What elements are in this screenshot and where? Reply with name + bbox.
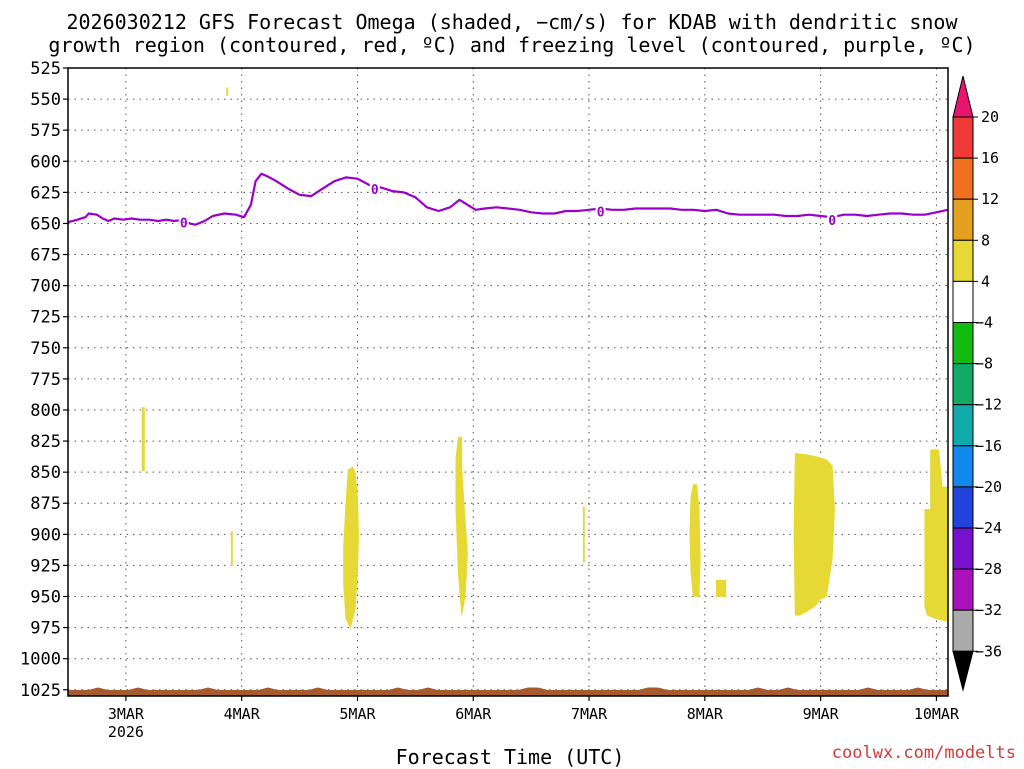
colorbar-tick-label: −24 (975, 519, 1002, 537)
omega-region-4 (343, 466, 360, 629)
x-tick-label: 8MAR (687, 705, 724, 723)
freezing-level-contour-label: 0 (597, 205, 605, 220)
colorbar-segment (952, 445, 974, 488)
colorbar-tick-label: −4 (975, 314, 993, 332)
colorbar-tick-label: −32 (975, 601, 1002, 619)
colorbar-bottom-arrow (952, 650, 974, 692)
colorbar-tick-label: −20 (975, 478, 1002, 496)
freezing-level-line (67, 172, 949, 226)
colorbar-tick-label: 12 (981, 190, 999, 208)
x-axis-label: Forecast Time (UTC) (395, 745, 625, 769)
y-tick-label: 950 (30, 588, 61, 608)
chart-title-line-1: 2026030212 GFS Forecast Omega (shaded, −… (66, 10, 958, 34)
x-tick-label: 9MAR (803, 705, 840, 723)
x-tick-label: 7MAR (571, 705, 608, 723)
y-tick-label: 675 (30, 246, 61, 266)
y-tick-label: 925 (30, 556, 61, 576)
y-tick-label: 775 (30, 370, 61, 390)
colorbar-segment (952, 239, 974, 282)
y-tick-label: 850 (30, 463, 61, 483)
credit-text: coolwx.com/modelts (831, 743, 1016, 763)
omega-region-7 (689, 484, 701, 597)
y-tick-label: 600 (30, 152, 61, 172)
colorbar-segment (952, 280, 974, 323)
colorbar-tick-label: −12 (975, 396, 1002, 414)
freezing-level-contour-label: 0 (371, 183, 379, 198)
y-tick-label: 900 (30, 525, 61, 545)
y-tick-label: 875 (30, 494, 61, 514)
colorbar-segment (952, 363, 974, 406)
y-tick-label: 575 (30, 121, 61, 141)
colorbar-tick-label: −8 (975, 355, 993, 373)
colorbar-segment (952, 404, 974, 447)
y-tick-label: 625 (30, 183, 61, 203)
omega-region-5 (455, 436, 468, 616)
colorbar-segment (952, 527, 974, 570)
contour-label-bg (595, 204, 606, 219)
freezing-level-contour-label: 0 (180, 216, 188, 231)
y-tick-label: 1025 (20, 681, 61, 701)
omega-region-3 (230, 531, 233, 566)
y-tick-label: 650 (30, 214, 61, 234)
y-tick-label: 525 (30, 59, 61, 79)
colorbar-segment (952, 322, 974, 365)
omega-region-1 (226, 87, 229, 96)
colorbar-tick-label: 8 (981, 231, 990, 249)
colorbar-segment (952, 116, 974, 159)
colorbar-tick-label: −16 (975, 437, 1002, 455)
omega-region-2 (141, 407, 145, 472)
x-tick-label: 10MAR (914, 705, 960, 723)
y-tick-label: 1000 (20, 650, 61, 670)
omega-region-10 (924, 449, 949, 622)
x-tick-label: 5MAR (339, 705, 376, 723)
y-tick-label: 825 (30, 432, 61, 452)
colorbar-segment (952, 198, 974, 241)
x-tick-label: 6MAR (455, 705, 492, 723)
y-tick-label: 700 (30, 277, 61, 297)
omega-region-9 (793, 453, 835, 616)
colorbar-tick-label: 20 (981, 108, 999, 126)
colorbar-segment (952, 609, 974, 652)
y-tick-label: 550 (30, 90, 61, 110)
colorbar-tick-label: −28 (975, 560, 1002, 578)
colorbar-segment (952, 486, 974, 529)
ground-surface (68, 687, 948, 696)
chart-title-line-2: growth region (contoured, red, ºC) and f… (48, 33, 976, 57)
colorbar-tick-label: 4 (981, 272, 990, 290)
plot-frame (67, 67, 949, 697)
contour-label-bg (827, 212, 838, 227)
y-tick-label: 725 (30, 308, 61, 328)
contour-label-bg (369, 181, 380, 196)
contour-label-bg (178, 215, 189, 230)
x-tick-sublabel: 2026 (108, 723, 144, 741)
y-tick-label: 800 (30, 401, 61, 421)
colorbar-top-arrow (952, 75, 974, 118)
omega-region-6 (582, 506, 585, 563)
y-tick-label: 975 (30, 619, 61, 639)
y-tick-label: 750 (30, 339, 61, 359)
colorbar-segment (952, 157, 974, 200)
colorbar-tick-label: 16 (981, 149, 999, 167)
colorbar-tick-label: −36 (975, 642, 1002, 660)
x-tick-label: 4MAR (224, 705, 261, 723)
x-tick-label: 3MAR (108, 705, 145, 723)
colorbar-segment (952, 568, 974, 611)
freezing-level-contour-label: 0 (828, 214, 836, 229)
omega-region-8 (716, 579, 727, 597)
